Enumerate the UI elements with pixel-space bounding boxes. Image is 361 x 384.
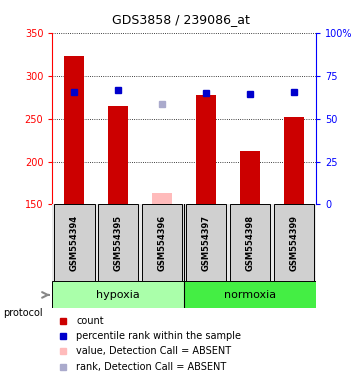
Bar <box>108 106 128 204</box>
Text: GSM554395: GSM554395 <box>114 215 123 271</box>
Bar <box>52 281 184 308</box>
Text: GSM554399: GSM554399 <box>290 215 299 271</box>
Text: value, Detection Call = ABSENT: value, Detection Call = ABSENT <box>76 346 231 356</box>
Text: GSM554397: GSM554397 <box>201 215 210 271</box>
Bar <box>196 94 216 204</box>
Text: GSM554398: GSM554398 <box>245 215 255 271</box>
Bar <box>240 151 260 204</box>
Bar <box>152 193 172 204</box>
Text: protocol: protocol <box>4 308 43 318</box>
Text: count: count <box>76 316 104 326</box>
Text: hypoxia: hypoxia <box>96 290 140 300</box>
Bar <box>284 117 304 204</box>
Bar <box>184 281 316 308</box>
Text: normoxia: normoxia <box>224 290 276 300</box>
Bar <box>54 204 95 281</box>
Text: GSM554394: GSM554394 <box>70 215 79 271</box>
Text: GSM554396: GSM554396 <box>158 215 167 271</box>
Text: GDS3858 / 239086_at: GDS3858 / 239086_at <box>112 13 249 26</box>
Text: percentile rank within the sample: percentile rank within the sample <box>76 331 241 341</box>
Bar <box>98 204 138 281</box>
Text: rank, Detection Call = ABSENT: rank, Detection Call = ABSENT <box>76 362 226 372</box>
Bar <box>274 204 314 281</box>
Bar <box>186 204 226 281</box>
Bar <box>142 204 182 281</box>
Bar <box>230 204 270 281</box>
Bar <box>64 56 84 204</box>
